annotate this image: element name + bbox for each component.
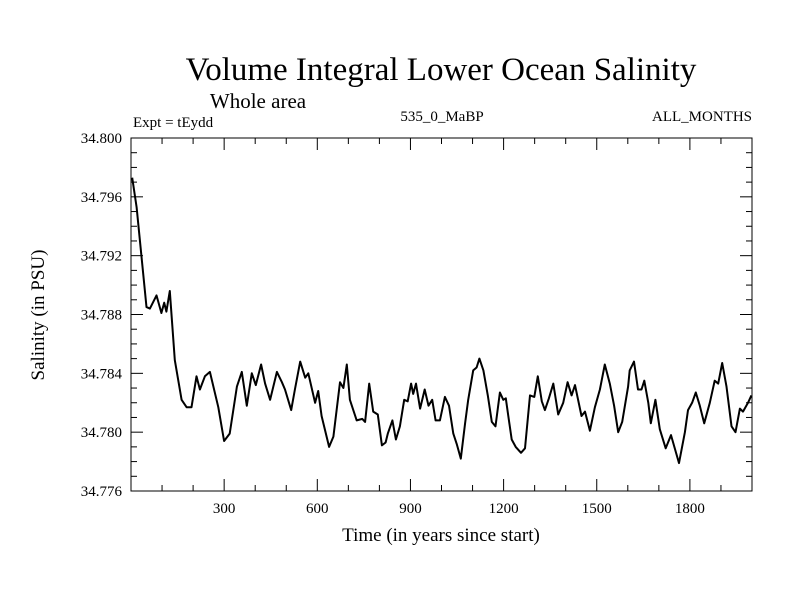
y-tick-label: 34.792 [81,249,122,265]
period-label: 535_0_MaBP [400,109,483,125]
x-tick-labels: 300 600 900 1200 1500 1800 [213,501,705,517]
salinity-series-line [131,177,753,465]
experiment-label: Expt = tEydd [133,115,214,131]
x-tick-label: 1500 [582,501,612,517]
y-tick-label: 34.780 [81,425,122,441]
x-tick-label: 1800 [675,501,705,517]
y-tick-label: 34.776 [81,484,123,500]
axis-ticks [131,138,752,491]
y-tick-label: 34.800 [81,131,122,147]
x-axis-label: Time (in years since start) [342,525,540,546]
x-tick-label: 1200 [489,501,519,517]
y-tick-label: 34.796 [81,190,123,206]
y-tick-label: 34.788 [81,308,122,324]
x-tick-label: 300 [213,501,236,517]
months-label: ALL_MONTHS [652,109,752,125]
plot-frame [130,137,753,492]
chart-title: Volume Integral Lower Ocean Salinity [186,52,697,88]
x-tick-label: 900 [399,501,422,517]
chart-subtitle: Whole area [210,89,307,113]
y-tick-labels: 34.776 34.780 34.784 34.788 34.792 34.796 34.8… [81,131,123,500]
y-axis-label: Salinity (in PSU) [28,250,49,381]
x-tick-label: 600 [306,501,329,517]
y-tick-label: 34.784 [81,366,123,382]
